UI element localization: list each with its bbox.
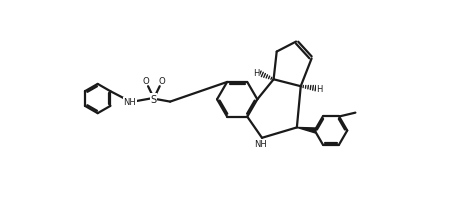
Text: H: H bbox=[253, 69, 259, 78]
Text: NH: NH bbox=[253, 140, 266, 149]
Text: S: S bbox=[151, 94, 157, 104]
Polygon shape bbox=[296, 128, 316, 133]
Text: H: H bbox=[315, 85, 322, 94]
Text: NH: NH bbox=[123, 98, 136, 107]
Text: O: O bbox=[158, 77, 165, 85]
Text: O: O bbox=[142, 77, 149, 85]
